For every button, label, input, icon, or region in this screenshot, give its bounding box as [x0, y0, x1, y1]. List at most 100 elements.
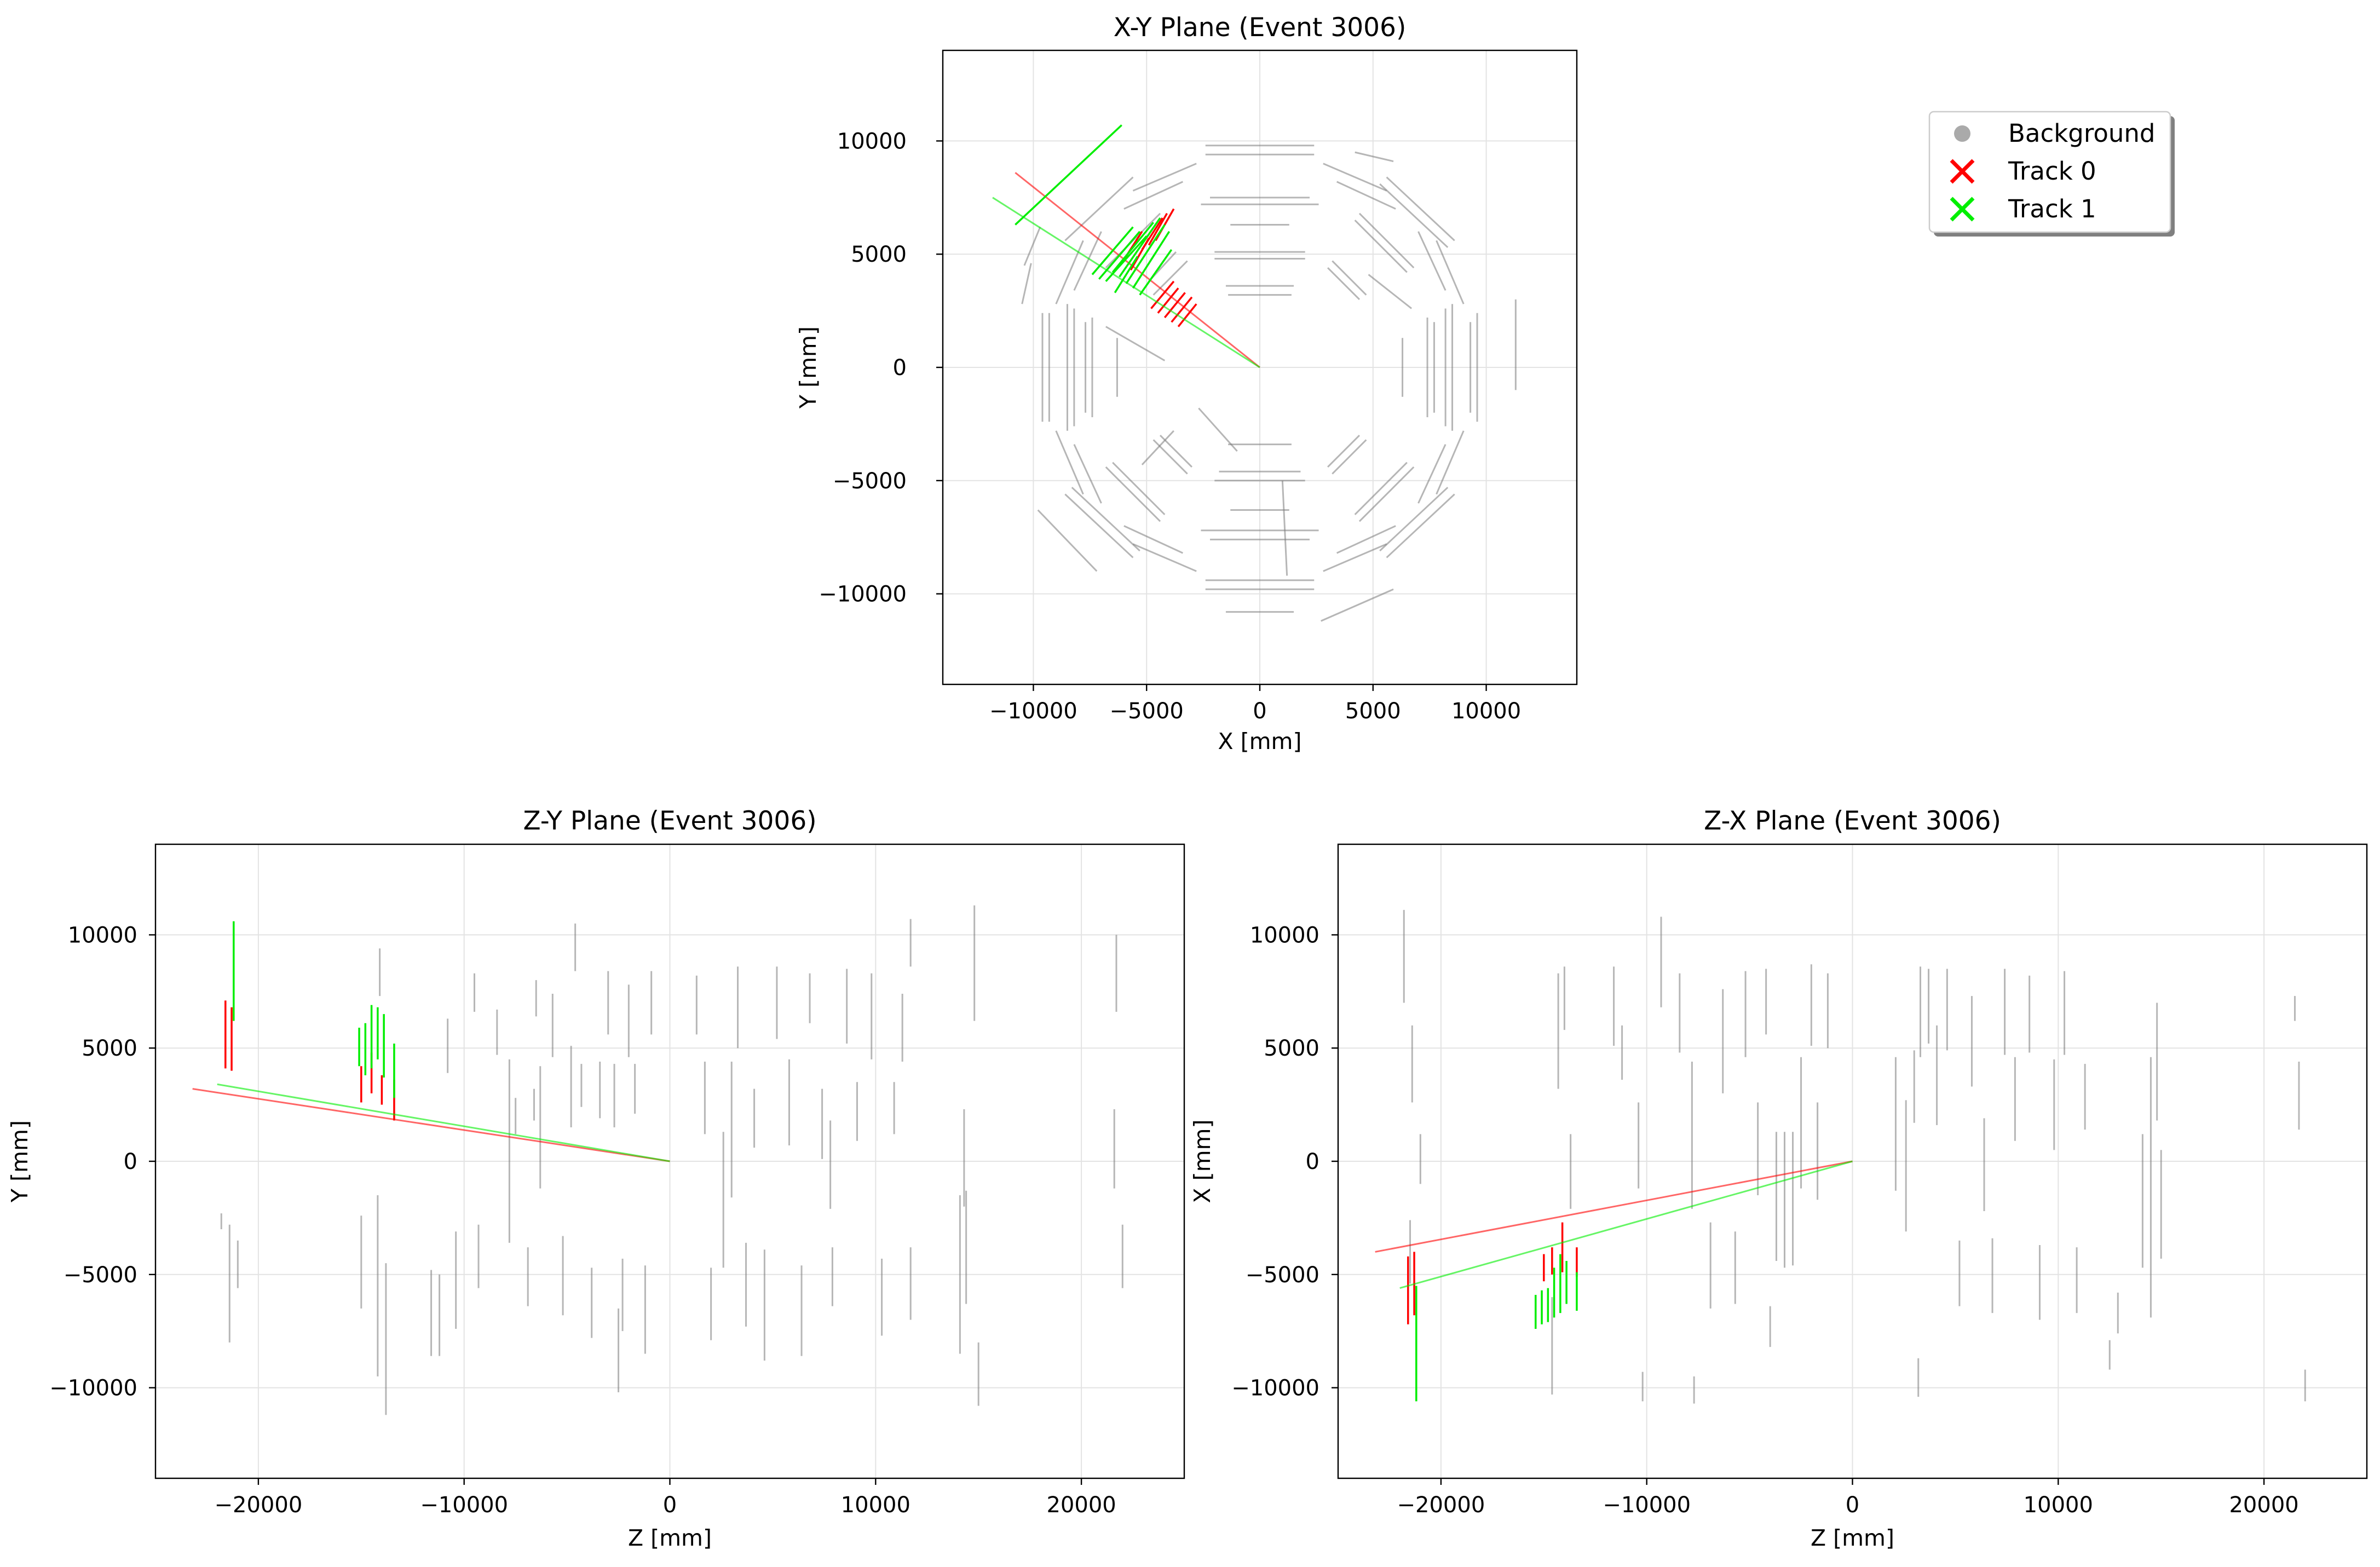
x-tick-label: 20000: [1046, 1493, 1116, 1518]
y-tick-label: 10000: [837, 129, 907, 154]
y-tick-label: −5000: [64, 1263, 137, 1288]
x-tick-label: 10000: [841, 1493, 910, 1518]
background-segment: [1073, 443, 1102, 504]
track-line: [217, 1083, 670, 1162]
y-tick-label: 10000: [68, 923, 137, 948]
y-axis-label: Y [mm]: [795, 326, 821, 409]
zy-plot: −20000 −10000 0 10000 20000 −10000 −5000 0 5000 1…: [7, 806, 1185, 1551]
background-segment: [1336, 525, 1396, 554]
zx-plot: −20000 −10000 0 10000 20000 −10000 −5000 0 5000 1…: [1189, 806, 2368, 1551]
track-segment: [1114, 256, 1139, 293]
background-segment: [1358, 466, 1415, 522]
background-segment: [1354, 462, 1408, 515]
x-tick-label: 10000: [2024, 1493, 2093, 1518]
background-segment: [1037, 509, 1098, 572]
y-tick-label: −5000: [1246, 1263, 1319, 1288]
background-segment: [1436, 430, 1465, 495]
background-segment: [1354, 220, 1408, 273]
background-segment: [1358, 212, 1415, 269]
y-tick-label: −10000: [49, 1376, 137, 1401]
track-segment: [1119, 217, 1161, 278]
track-segment: [1150, 280, 1175, 309]
background-segment: [1055, 240, 1084, 304]
background-segment: [1321, 588, 1394, 622]
track-segment: [1171, 296, 1193, 323]
track-segment: [1132, 231, 1171, 289]
chart-title: Z-X Plane (Event 3006): [1704, 806, 2001, 836]
legend-marker-circle: [1954, 125, 1970, 142]
background-segment: [1336, 181, 1396, 210]
legend-box: [1928, 111, 2171, 233]
background-segment: [1379, 487, 1449, 552]
y-tick-label: 0: [893, 355, 907, 381]
xy-plot: −10000 −5000 0 5000 10000 −10000 −5000 0 5000 100…: [795, 13, 1578, 754]
x-tick-label: 5000: [1345, 699, 1401, 724]
y-axis-label: Y [mm]: [7, 1120, 33, 1203]
x-axis-label: X [mm]: [1218, 728, 1302, 754]
background-segment: [1417, 231, 1447, 291]
y-tick-label: 10000: [1250, 923, 1319, 948]
x-tick-label: 20000: [2229, 1493, 2298, 1518]
background-segment: [1332, 260, 1367, 296]
track-segment: [1177, 303, 1197, 327]
background-segment: [1436, 240, 1465, 304]
track-segment: [1105, 235, 1148, 283]
background-segment: [1132, 163, 1197, 192]
x-tick-label: 0: [1253, 699, 1266, 724]
background-segment: [1064, 493, 1134, 558]
background-segment: [1332, 439, 1367, 475]
background-segment: [1355, 151, 1394, 163]
track-segment: [1130, 238, 1150, 271]
background-segment: [1152, 260, 1188, 296]
y-tick-label: −10000: [819, 582, 907, 607]
legend: Background Track 0 Track 1: [1928, 111, 2175, 237]
background-segment: [1198, 407, 1238, 452]
background-segment: [1105, 466, 1161, 522]
y-tick-label: 5000: [851, 242, 907, 267]
legend-marker-x: [1950, 159, 1975, 184]
background-segment: [1379, 183, 1449, 248]
track-segment: [1148, 212, 1168, 246]
background-segment: [1386, 176, 1455, 241]
background-segment: [1281, 480, 1288, 576]
background-segment: [1327, 435, 1361, 468]
track-segment: [1098, 231, 1141, 280]
background-segment: [1064, 176, 1134, 241]
background-segment: [1386, 493, 1455, 558]
background-segment: [1368, 274, 1413, 309]
background-segment: [1023, 227, 1041, 266]
x-tick-label: −20000: [1397, 1493, 1485, 1518]
track-segment: [1139, 249, 1173, 296]
legend-label: Track 0: [2008, 157, 2096, 186]
track-line: [1375, 1160, 1853, 1253]
track-segment: [1091, 226, 1134, 275]
y-tick-label: 0: [1306, 1149, 1319, 1174]
track-segment: [1125, 224, 1166, 284]
chart-title: Z-Y Plane (Event 3006): [523, 806, 816, 836]
y-tick-label: 5000: [1264, 1036, 1319, 1061]
x-tick-label: −5000: [1110, 699, 1184, 724]
background-segment: [1323, 543, 1387, 572]
chart-title: X-Y Plane (Event 3006): [1114, 13, 1407, 43]
x-tick-label: 0: [1846, 1493, 1859, 1518]
x-tick-label: −10000: [1603, 1493, 1691, 1518]
track-line: [1015, 172, 1260, 368]
y-axis-label: X [mm]: [1189, 1120, 1215, 1203]
track-line: [192, 1088, 670, 1162]
legend-marker-x: [1950, 197, 1975, 222]
x-axis-label: Z [mm]: [628, 1525, 712, 1551]
y-tick-label: 0: [124, 1149, 137, 1174]
background-segment: [1327, 267, 1361, 300]
x-tick-label: −20000: [215, 1493, 303, 1518]
track-line: [1399, 1160, 1853, 1289]
background-segment: [1112, 462, 1166, 515]
track-segment: [1015, 124, 1122, 226]
x-tick-label: 0: [663, 1493, 677, 1518]
background-segment: [1141, 430, 1174, 465]
background-segment: [1105, 326, 1166, 361]
background-segment: [1073, 231, 1102, 291]
legend-label: Background: [2008, 119, 2155, 148]
y-tick-label: −10000: [1231, 1376, 1319, 1401]
background-segment: [1055, 430, 1084, 495]
